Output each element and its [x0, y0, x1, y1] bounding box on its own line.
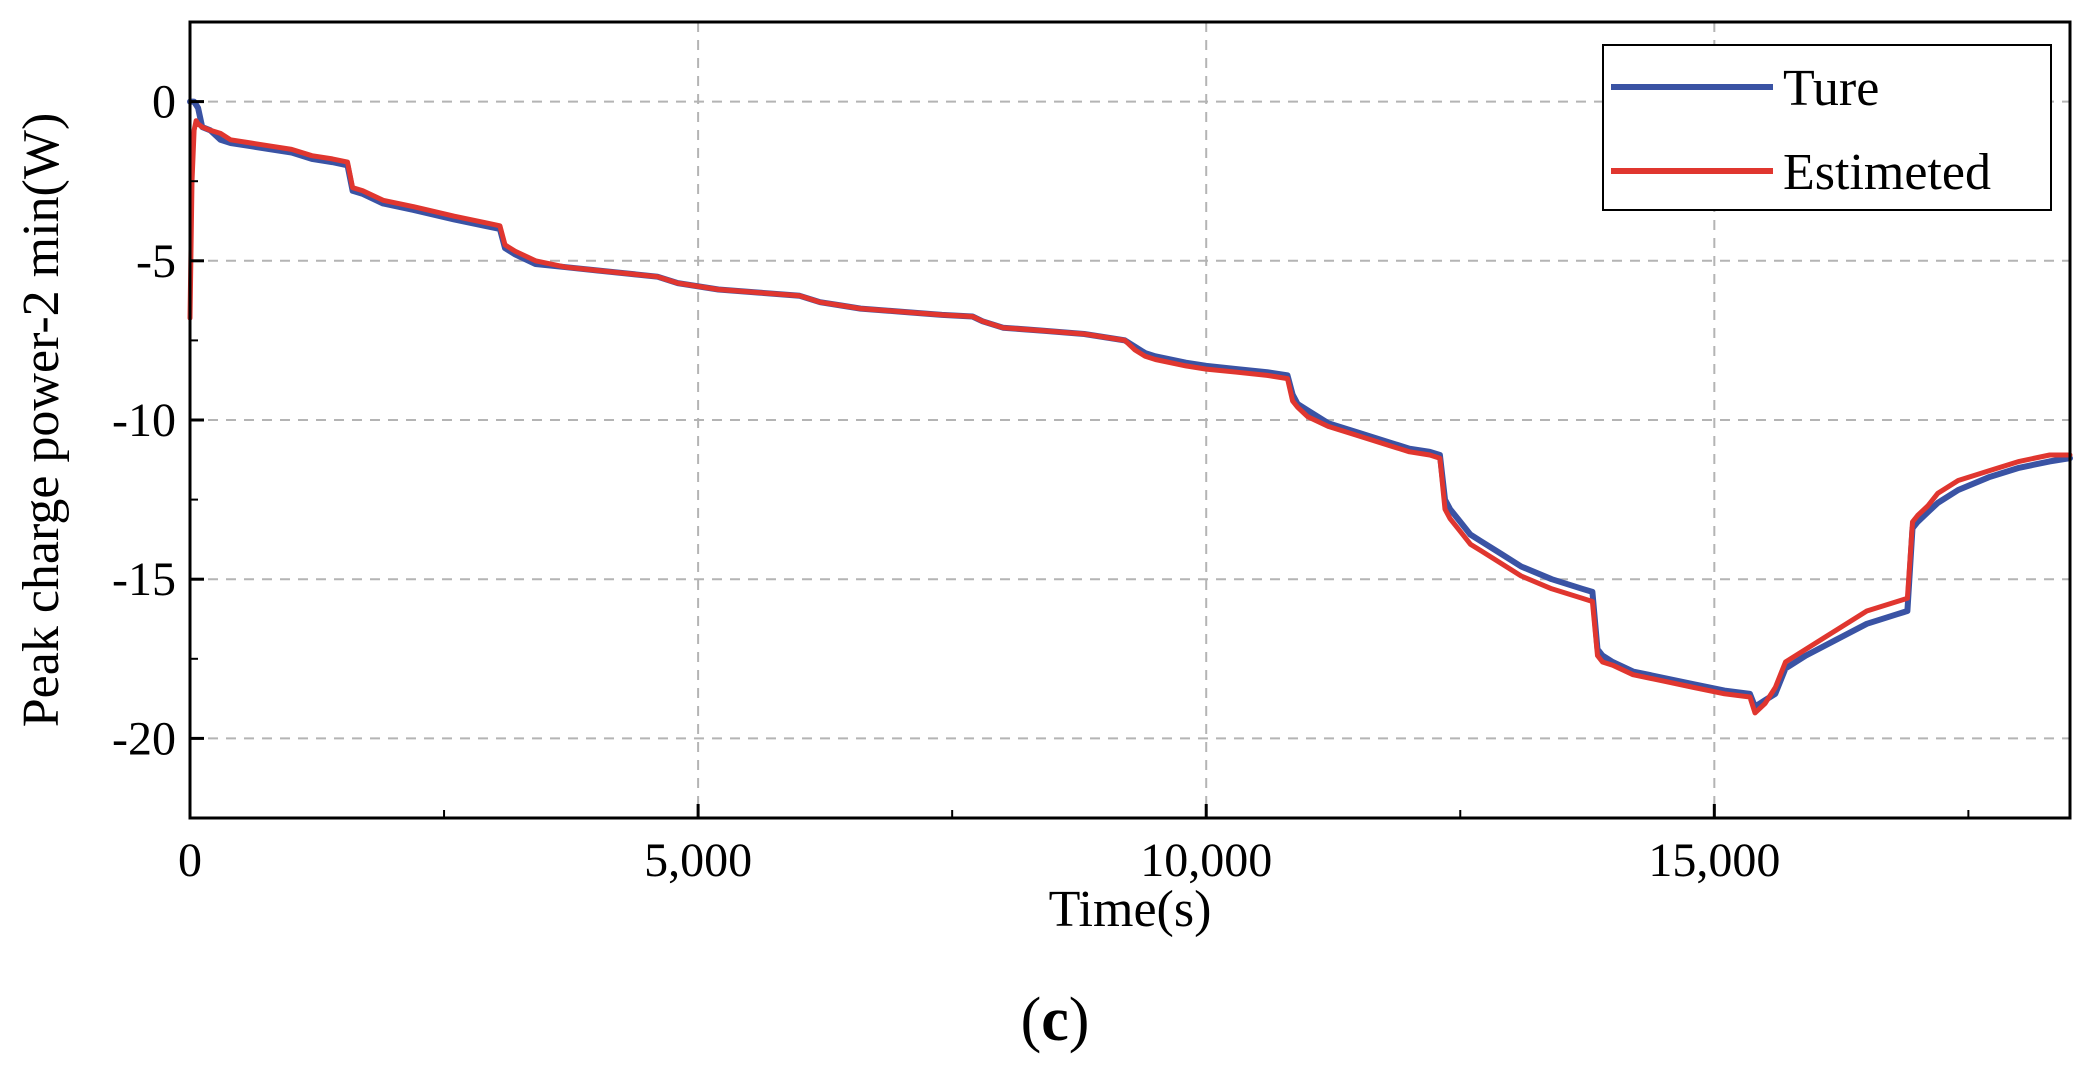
y-tick-label: -20: [112, 712, 176, 765]
y-tick-label: 0: [152, 76, 176, 129]
grid: [190, 22, 2070, 818]
legend-box: [1602, 44, 2052, 211]
axis-ticks: 0 -5 -10 -15 -20 0 5,000 10,000 15,000: [112, 76, 1970, 887]
figure-caption: (c): [1021, 986, 1090, 1054]
legend: Ture Estimeted: [1602, 44, 2052, 211]
x-tick-label: 10,000: [1140, 834, 1272, 887]
y-tick-label: -15: [112, 553, 176, 606]
y-tick-label: -5: [136, 235, 176, 288]
caption-letter: c: [1041, 986, 1069, 1054]
x-axis-title: Time(s): [1049, 881, 1212, 938]
caption-close-paren: ): [1069, 986, 1090, 1054]
series-lines: [187, 98, 2073, 716]
series-line-estimeted: [187, 118, 2073, 716]
x-tick-label: 15,000: [1648, 834, 1780, 887]
caption-open-paren: (: [1021, 986, 1042, 1054]
x-tick-label: 5,000: [644, 834, 752, 887]
y-tick-label: -10: [112, 394, 176, 447]
x-tick-label: 0: [178, 834, 202, 887]
legend-label-ture: Ture: [1783, 60, 1879, 117]
legend-label-estimeted: Estimeted: [1783, 144, 1991, 201]
y-axis-title: Peak charge power-2 min(W): [13, 113, 70, 728]
